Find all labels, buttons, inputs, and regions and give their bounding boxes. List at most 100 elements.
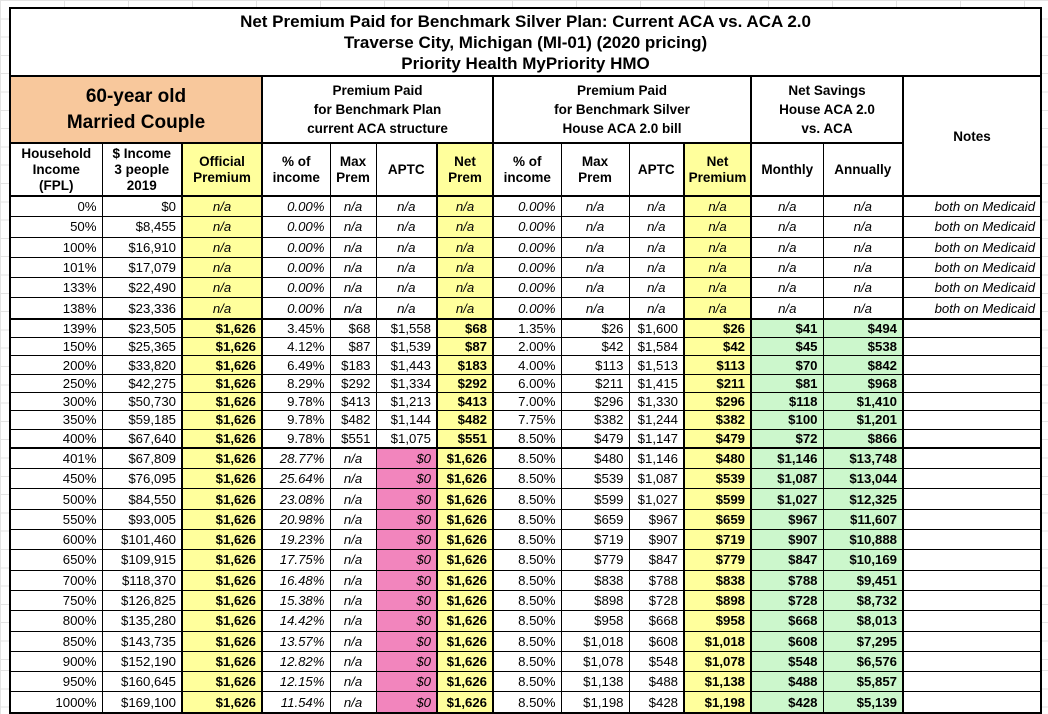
- cell-income: $93,005: [101, 508, 183, 531]
- cell-official-premium: $1,626: [181, 671, 263, 693]
- cell-official-premium: $1,626: [181, 691, 263, 714]
- table-row: 850% $143,735 $1,626 13.57% n/a $0 $1,626 8.50%…: [9, 630, 1042, 652]
- cell-income: $118,370: [101, 569, 183, 591]
- cell-aca20-pct-income: 7.75%: [492, 410, 562, 430]
- table-row: 150% $25,365 $1,626 4.12% $87 $1,539 $87 2.00% $…: [9, 337, 1042, 357]
- cell-aca-net-prem: $1,626: [436, 447, 494, 470]
- col-header-aca-net-prem: Net Prem: [436, 142, 494, 197]
- group-header-current-aca: Premium Paid for Benchmark Plan current …: [261, 75, 494, 144]
- cell-notes: [901, 569, 1042, 591]
- cell-notes: both on Medicaid: [901, 297, 1042, 320]
- cell-notes: [901, 391, 1042, 412]
- cell-aca-aptc: n/a: [375, 277, 438, 299]
- cell-aca20-net-premium: n/a: [683, 216, 752, 238]
- cell-notes: both on Medicaid: [901, 256, 1042, 279]
- col-header-aca20-net-premium: Net Premium: [683, 142, 752, 197]
- cell-aca-max-prem: n/a: [329, 529, 377, 551]
- table-row: 550% $93,005 $1,626 20.98% n/a $0 $1,626 8.50% $…: [9, 508, 1042, 531]
- cell-aca20-pct-income: 0.00%: [492, 195, 562, 218]
- cell-aca20-aptc: n/a: [628, 256, 685, 279]
- cell-aca20-aptc: $1,087: [628, 468, 685, 490]
- cell-aca20-pct-income: 8.50%: [492, 549, 562, 571]
- cell-income: $25,365: [101, 337, 183, 357]
- cell-savings-monthly: n/a: [750, 195, 824, 218]
- cell-notes: [901, 488, 1042, 510]
- cell-aca-aptc: $0: [375, 468, 438, 490]
- cell-income: $67,809: [101, 447, 183, 470]
- cell-aca20-pct-income: 2.00%: [492, 337, 562, 357]
- cell-aca-pct-income: 16.48%: [261, 569, 331, 591]
- col-header-aca20-pct-income: % of income: [492, 142, 562, 197]
- cell-aca-max-prem: n/a: [329, 297, 377, 320]
- cell-aca20-pct-income: 8.50%: [492, 447, 562, 470]
- cell-income: $50,730: [101, 391, 183, 412]
- group-header-net-savings: Net Savings House ACA 2.0 vs. ACA: [750, 75, 904, 144]
- cell-aca-pct-income: 8.29%: [261, 373, 331, 393]
- cell-aca20-max-prem: $479: [560, 428, 630, 449]
- cell-savings-monthly: $81: [750, 373, 824, 393]
- cell-savings-annually: $968: [822, 373, 904, 393]
- cell-aca20-max-prem: $211: [560, 373, 630, 393]
- cell-aca20-aptc: $788: [628, 569, 685, 591]
- cell-aca-max-prem: n/a: [329, 277, 377, 299]
- cell-aca20-aptc: $1,027: [628, 488, 685, 510]
- cell-savings-annually: $8,732: [822, 589, 904, 612]
- cell-notes: [901, 691, 1042, 714]
- cell-aca20-aptc: n/a: [628, 216, 685, 238]
- cell-aca20-max-prem: $1,018: [560, 630, 630, 652]
- table-row: 0% $0 n/a 0.00% n/a n/a n/a 0.00% n/a n/a n/a n/a n/…: [9, 195, 1042, 218]
- cell-aca20-aptc: $488: [628, 671, 685, 693]
- cell-aca-max-prem: $551: [329, 428, 377, 449]
- cell-savings-monthly: $1,087: [750, 468, 824, 490]
- cell-savings-monthly: n/a: [750, 277, 824, 299]
- cell-notes: [901, 671, 1042, 693]
- table-row: 101% $17,079 n/a 0.00% n/a n/a n/a 0.00% n/a n/a n…: [9, 256, 1042, 279]
- cell-savings-monthly: $668: [750, 610, 824, 632]
- cell-fpl: 133%: [9, 277, 103, 299]
- cell-aca20-pct-income: 7.00%: [492, 391, 562, 412]
- cell-notes: [901, 447, 1042, 470]
- cell-aca20-max-prem: $480: [560, 447, 630, 470]
- cell-income: $84,550: [101, 488, 183, 510]
- cell-aca20-aptc: $1,146: [628, 447, 685, 470]
- cell-aca-pct-income: 4.12%: [261, 337, 331, 357]
- cell-official-premium: $1,626: [181, 373, 263, 393]
- cell-income: $59,185: [101, 410, 183, 430]
- cell-aca-net-prem: n/a: [436, 256, 494, 279]
- cell-aca-max-prem: n/a: [329, 468, 377, 490]
- cell-income: $23,505: [101, 318, 183, 339]
- col-header-aca-max-prem: Max Prem: [329, 142, 377, 197]
- cell-savings-monthly: n/a: [750, 297, 824, 320]
- cell-aca20-net-premium: $479: [683, 428, 752, 449]
- cell-aca-net-prem: n/a: [436, 216, 494, 238]
- cell-aca-aptc: $1,443: [375, 355, 438, 375]
- cell-official-premium: $1,626: [181, 650, 263, 673]
- cell-aca20-max-prem: $113: [560, 355, 630, 375]
- cell-official-premium: $1,626: [181, 468, 263, 490]
- col-header-fpl: Household Income (FPL): [9, 142, 103, 197]
- cell-notes: [901, 508, 1042, 531]
- table-row: 900% $152,190 $1,626 12.82% n/a $0 $1,626 8.50%…: [9, 650, 1042, 673]
- cell-aca-pct-income: 12.82%: [261, 650, 331, 673]
- cell-savings-monthly: $45: [750, 337, 824, 357]
- cell-aca-pct-income: 3.45%: [261, 318, 331, 339]
- cell-aca-net-prem: n/a: [436, 277, 494, 299]
- cell-aca20-aptc: n/a: [628, 195, 685, 218]
- cell-savings-annually: $866: [822, 428, 904, 449]
- cell-aca20-pct-income: 0.00%: [492, 297, 562, 320]
- cell-aca20-aptc: n/a: [628, 277, 685, 299]
- cell-aca-net-prem: $1,626: [436, 529, 494, 551]
- cell-aca-max-prem: $413: [329, 391, 377, 412]
- cell-aca20-aptc: $1,244: [628, 410, 685, 430]
- cell-aca-max-prem: n/a: [329, 195, 377, 218]
- cell-official-premium: $1,626: [181, 318, 263, 339]
- cell-notes: [901, 589, 1042, 612]
- cell-aca20-pct-income: 8.50%: [492, 468, 562, 490]
- cell-fpl: 450%: [9, 468, 103, 490]
- table-row: 250% $42,275 $1,626 8.29% $292 $1,334 $292 6.00…: [9, 373, 1042, 393]
- cell-savings-monthly: n/a: [750, 256, 824, 279]
- cell-savings-annually: n/a: [822, 216, 904, 238]
- cell-notes: both on Medicaid: [901, 236, 1042, 258]
- cell-savings-annually: $6,576: [822, 650, 904, 673]
- cell-aca-net-prem: $1,626: [436, 671, 494, 693]
